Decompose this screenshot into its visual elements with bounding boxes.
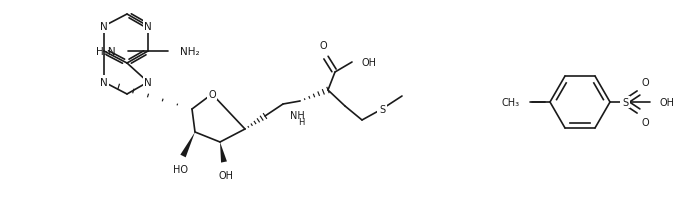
Text: S: S	[622, 97, 628, 108]
Text: NH₂: NH₂	[180, 47, 200, 57]
Text: H₂N: H₂N	[96, 47, 116, 57]
Text: N: N	[144, 22, 152, 32]
Text: OH: OH	[660, 97, 675, 108]
Text: HO: HO	[173, 164, 187, 174]
Text: N: N	[100, 22, 108, 32]
Text: N: N	[100, 78, 108, 88]
Text: N: N	[144, 78, 152, 88]
Text: CH₃: CH₃	[502, 97, 520, 108]
Text: O: O	[642, 78, 649, 88]
Polygon shape	[220, 142, 227, 163]
Text: NH: NH	[290, 110, 304, 121]
Text: OH: OH	[219, 170, 233, 180]
Text: O: O	[319, 41, 327, 51]
Text: O: O	[642, 117, 649, 127]
Text: OH: OH	[362, 58, 377, 68]
Polygon shape	[180, 132, 195, 158]
Text: S: S	[379, 104, 385, 115]
Text: O: O	[208, 90, 216, 99]
Text: H: H	[298, 117, 304, 126]
